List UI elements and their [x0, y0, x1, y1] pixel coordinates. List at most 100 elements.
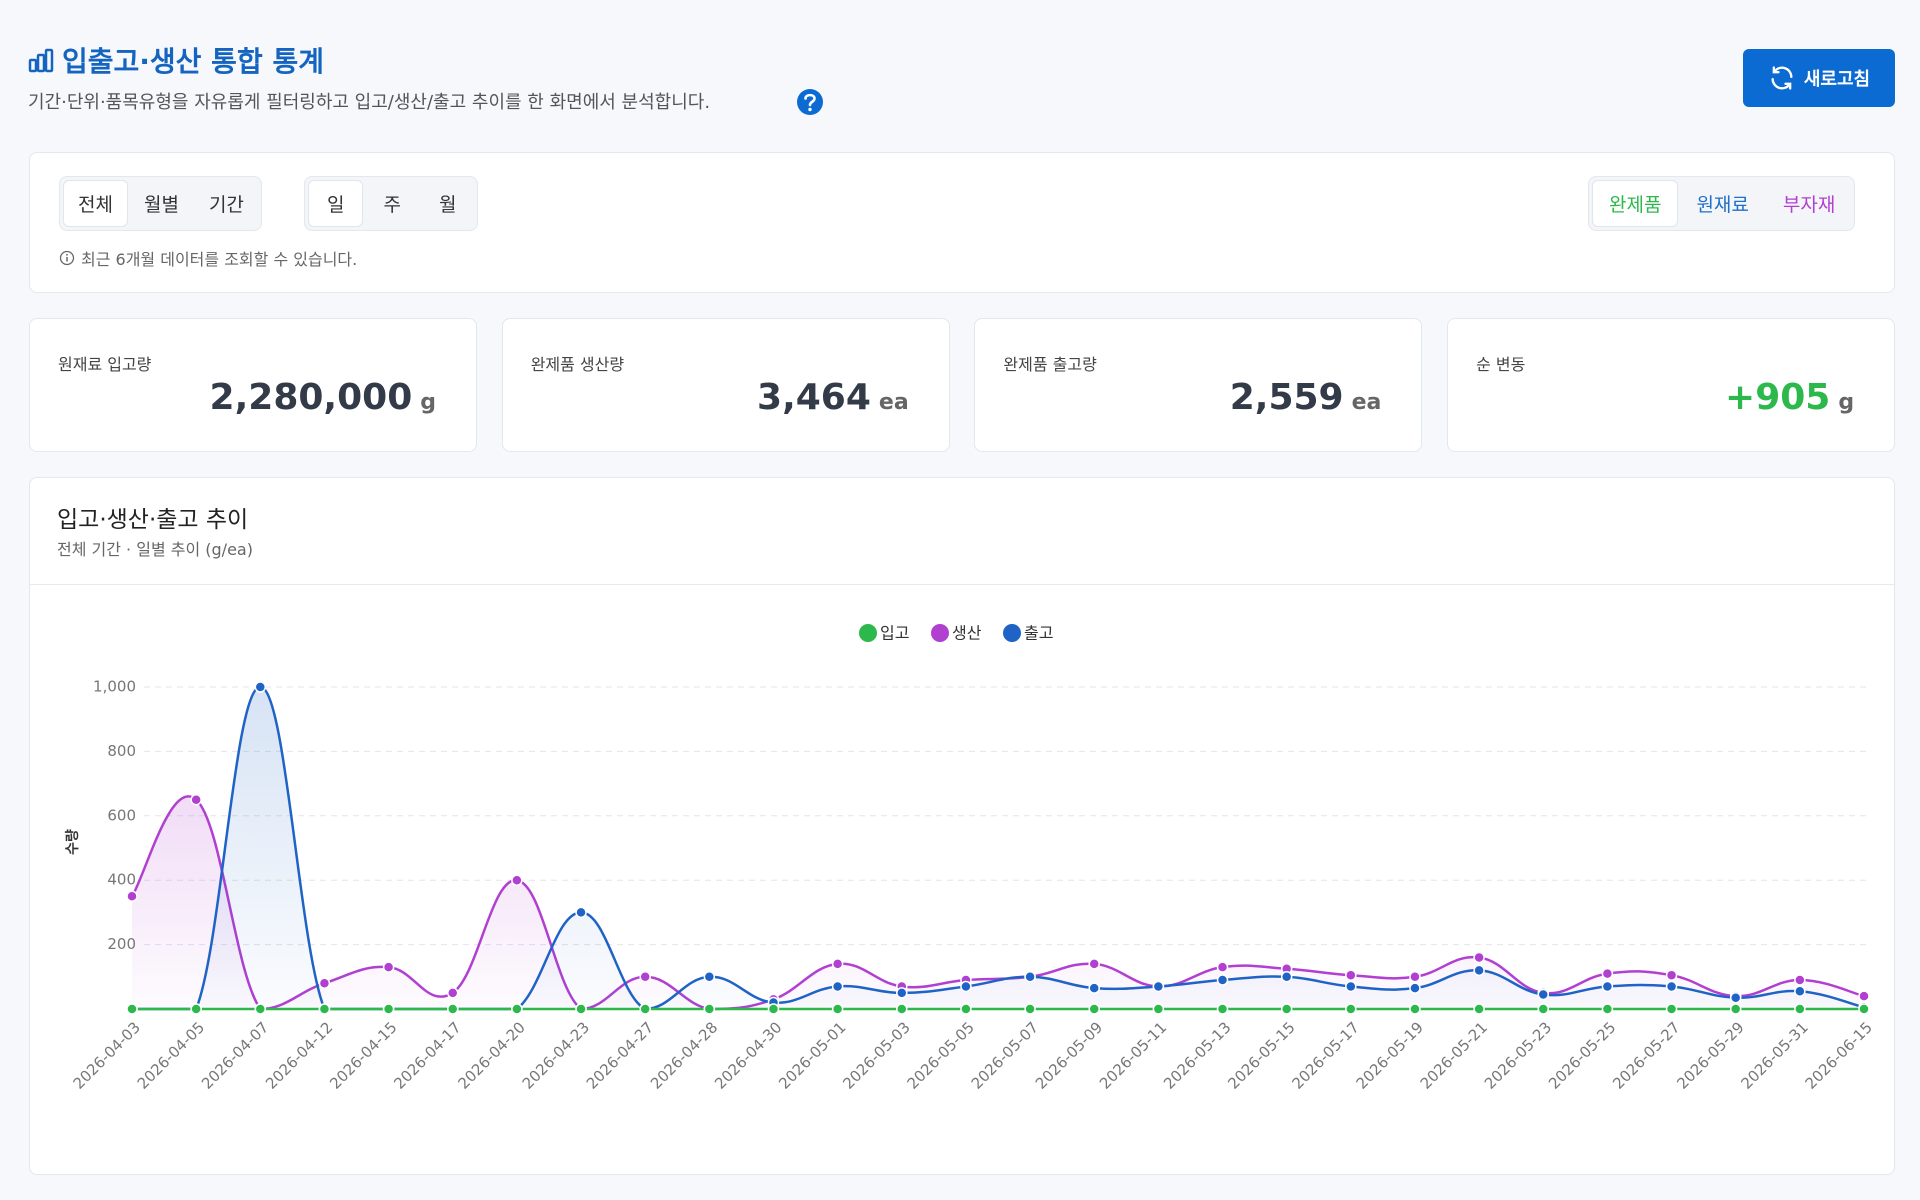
- kpi-unit: g: [420, 390, 436, 415]
- kpi-unit: ea: [1351, 390, 1382, 415]
- filter-option[interactable]: 완제품: [1592, 180, 1679, 227]
- data-point: [446, 987, 459, 999]
- data-point: [1409, 982, 1421, 994]
- data-point: [1216, 961, 1229, 973]
- kpi-card: 순 변동 +905 g: [1447, 318, 1896, 452]
- item-type-filter: 완제품 원재료 부자재: [1588, 176, 1856, 231]
- kpi-value: 3,464 ea: [757, 377, 909, 418]
- legend-swatch: [1003, 624, 1021, 642]
- kpi-value: 2,280,000 g: [210, 377, 436, 418]
- kpi-label: 완제품 생산량: [530, 355, 625, 374]
- legend-swatch: [859, 624, 877, 642]
- filter-option[interactable]: 부자재: [1782, 194, 1836, 216]
- kpi-value: +905 g: [1725, 377, 1854, 418]
- data-point: [190, 793, 202, 806]
- x-tick-label: 2026-05-21: [1417, 1018, 1491, 1092]
- refresh-button[interactable]: 새로고침: [1743, 49, 1895, 107]
- x-tick-label: 2026-05-09: [1032, 1018, 1106, 1092]
- help-icon[interactable]: [796, 88, 824, 116]
- page-title: 입출고·생산 통합 통계: [62, 45, 324, 78]
- chart-divider: [30, 584, 1894, 585]
- data-point: [511, 874, 523, 886]
- legend-label: 입고: [880, 624, 909, 643]
- data-point: [1216, 1003, 1229, 1015]
- x-tick-label: 2026-04-17: [390, 1018, 464, 1092]
- data-point: [960, 980, 972, 993]
- data-point: [1601, 980, 1614, 993]
- data-point: [254, 681, 267, 693]
- x-tick-label: 2026-05-01: [775, 1018, 849, 1092]
- data-point: [1794, 974, 1806, 986]
- filter-option[interactable]: 월별: [143, 194, 179, 216]
- refresh-label: 새로고침: [1803, 69, 1871, 90]
- data-point: [639, 971, 651, 983]
- x-tick-label: 2026-04-27: [583, 1018, 657, 1092]
- data-point: [1473, 1003, 1485, 1015]
- data-point: [1024, 971, 1036, 983]
- data-point: [511, 1003, 523, 1015]
- x-tick-label: 2026-05-25: [1545, 1018, 1619, 1092]
- data-point: [1729, 1003, 1742, 1015]
- kpi-number: 2,280,000: [209, 377, 413, 418]
- data-point: [896, 1003, 908, 1015]
- data-point: [896, 987, 908, 999]
- filter-option[interactable]: 전체: [63, 180, 128, 227]
- data-point: [1665, 1003, 1678, 1015]
- x-tick-label: 2026-04-15: [326, 1018, 400, 1092]
- series-line: [132, 685, 1865, 1011]
- x-tick-label: 2026-04-05: [134, 1018, 208, 1092]
- data-point: [1473, 951, 1485, 964]
- data-point: [1345, 969, 1357, 981]
- x-tick-label: 2026-04-07: [198, 1018, 272, 1092]
- period-filter: 전체 월별 기간: [59, 176, 262, 231]
- data-point: [1024, 1003, 1036, 1015]
- filter-option[interactable]: 원재료: [1696, 194, 1749, 216]
- kpi-unit: ea: [878, 390, 909, 415]
- x-tick-label: 2026-05-11: [1096, 1018, 1170, 1092]
- kpi-card: 완제품 생산량 3,464 ea: [501, 318, 950, 452]
- data-point: [1601, 967, 1614, 980]
- filter-option[interactable]: 주: [383, 194, 401, 216]
- data-point: [1665, 980, 1678, 993]
- x-tick-label: 2026-06-15: [1802, 1018, 1876, 1092]
- note-text: 최근 6개월 데이터를 조회할 수 있습니다.: [81, 250, 358, 269]
- filter-option[interactable]: 월: [438, 194, 457, 216]
- data-point: [1345, 1003, 1357, 1015]
- kpi-label: 순 변동: [1476, 355, 1526, 374]
- kpi-label: 완제품 출고량: [1003, 355, 1097, 374]
- x-tick-label: 2026-05-31: [1737, 1018, 1811, 1092]
- data-point: [318, 977, 331, 989]
- kpi-value: 2,559 ea: [1230, 377, 1382, 418]
- data-point: [1537, 1003, 1550, 1015]
- filter-note: 최근 6개월 데이터를 조회할 수 있습니다.: [59, 246, 357, 270]
- data-point: [1537, 988, 1550, 1001]
- kpi-card: 완제품 출고량 2,559 ea: [974, 318, 1423, 452]
- chart-title: 입고·생산·출고 추이: [57, 507, 249, 533]
- data-point: [126, 1003, 138, 1015]
- legend-swatch: [931, 624, 949, 642]
- data-point: [1345, 980, 1357, 993]
- page-subtitle: 기간·단위·품목유형을 자유롭게 필터링하고 입고/생산/출고 추이를 한 화면…: [28, 88, 710, 114]
- x-tick-label: 2026-04-28: [647, 1018, 721, 1092]
- x-tick-label: 2026-04-20: [455, 1018, 529, 1092]
- x-tick-label: 2026-05-15: [1224, 1018, 1298, 1092]
- kpi-card: 원재료 입고량 2,280,000 g: [29, 318, 477, 452]
- data-point: [1088, 958, 1100, 970]
- x-tick-label: 2026-05-05: [904, 1018, 978, 1092]
- kpi-number: 3,464: [757, 377, 871, 418]
- data-point: [1601, 1003, 1614, 1015]
- filter-option[interactable]: 기간: [208, 194, 244, 216]
- data-point: [831, 980, 844, 993]
- data-point: [831, 1003, 844, 1015]
- y-tick-label: 400: [107, 871, 136, 889]
- x-tick-label: 2026-04-03: [70, 1018, 144, 1092]
- data-point: [703, 1003, 716, 1015]
- y-tick-label: 600: [107, 806, 136, 824]
- filter-option[interactable]: 일: [308, 180, 364, 227]
- x-tick-label: 2026-05-27: [1609, 1018, 1683, 1092]
- data-point: [382, 1003, 395, 1015]
- data-point: [1858, 1003, 1870, 1015]
- y-tick-label: 200: [107, 935, 136, 953]
